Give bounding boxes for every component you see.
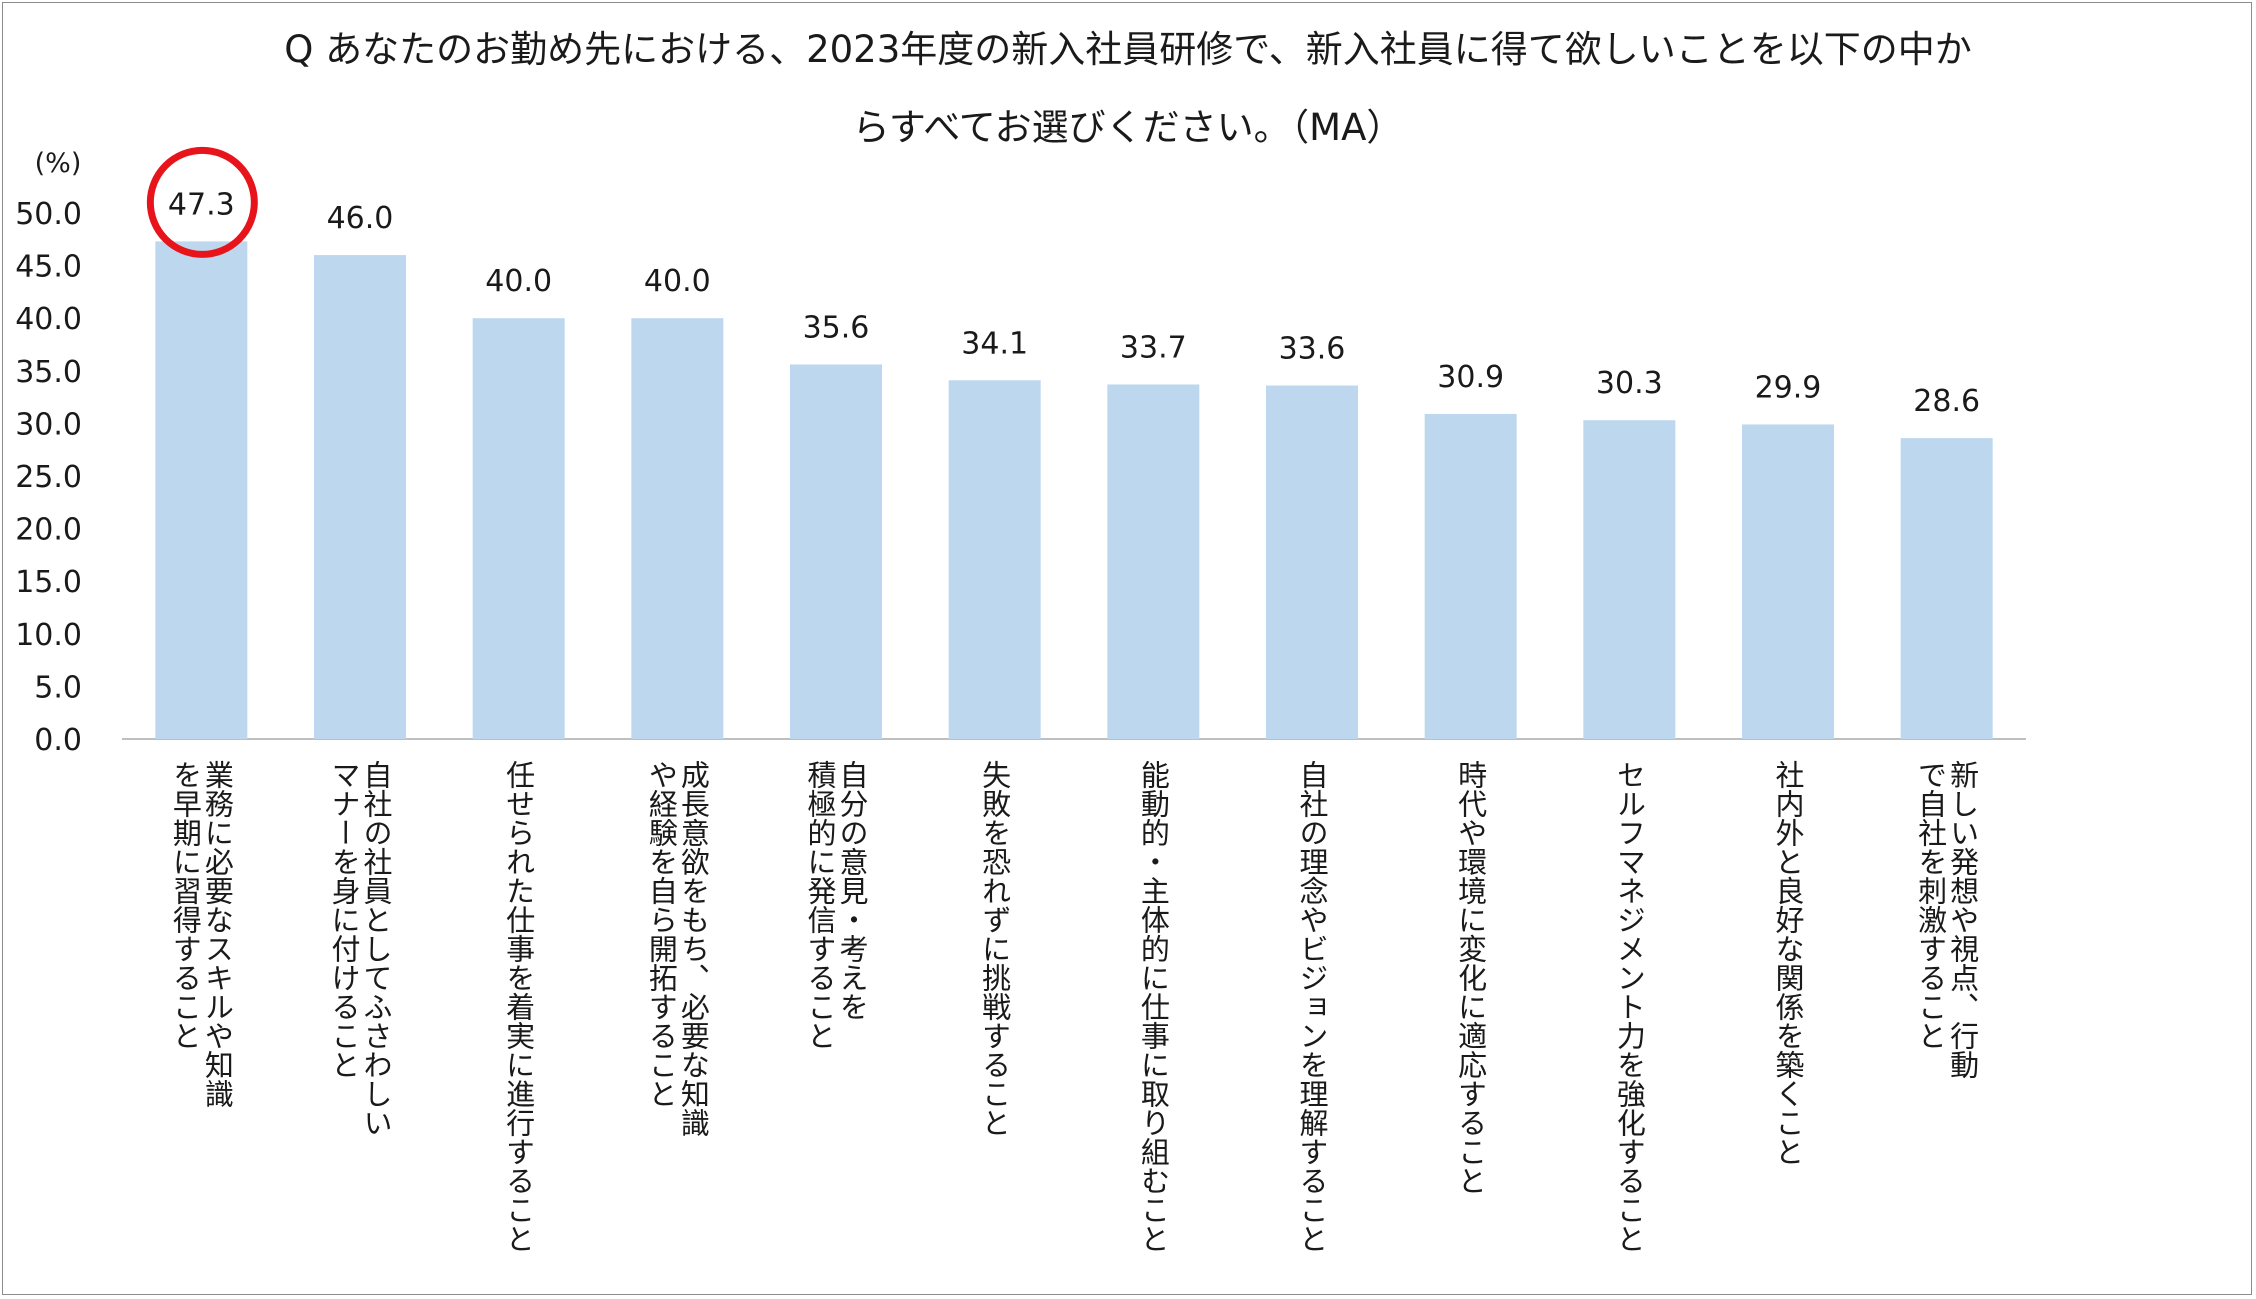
bar bbox=[948, 380, 1041, 739]
category-label: マナーを身に付けること bbox=[327, 760, 361, 1079]
category-label: 積極的に発信すること bbox=[803, 760, 837, 1050]
bar bbox=[1424, 413, 1517, 739]
bar bbox=[1266, 385, 1358, 739]
data-label: 33.7 bbox=[1120, 330, 1187, 365]
data-label: 34.1 bbox=[961, 326, 1028, 361]
y-tick-label: 40.0 bbox=[15, 302, 82, 337]
data-label: 40.0 bbox=[485, 264, 552, 299]
bar bbox=[1900, 438, 1993, 739]
data-label: 46.0 bbox=[327, 201, 394, 236]
category-label: 時代や環境に変化に適応すること bbox=[1454, 760, 1488, 1195]
category-label: 自社の理念やビジョンを理解すること bbox=[1295, 760, 1329, 1253]
bar bbox=[314, 255, 406, 739]
bar bbox=[155, 241, 248, 740]
category-label: 業務に必要なスキルや知識 bbox=[200, 760, 234, 1108]
bar bbox=[790, 364, 882, 739]
y-tick-label: 25.0 bbox=[15, 460, 82, 495]
category-label: セルフマネジメント力を強化すること bbox=[1612, 760, 1646, 1253]
category-label: 成長意欲をもち、必要な知識 bbox=[676, 760, 710, 1137]
category-label: 任せられた仕事を着実に進行すること bbox=[502, 760, 536, 1253]
y-axis-unit-label: (%) bbox=[35, 148, 82, 179]
highlight-circle bbox=[146, 146, 258, 258]
data-label: 29.9 bbox=[1755, 370, 1822, 405]
data-label: 30.3 bbox=[1596, 366, 1663, 401]
bar bbox=[1107, 384, 1200, 739]
category-label: を早期に習得すること bbox=[168, 760, 202, 1050]
data-label: 47.3 bbox=[168, 187, 235, 222]
y-tick-label: 30.0 bbox=[15, 407, 82, 442]
category-label: で自社を刺激すること bbox=[1914, 760, 1948, 1050]
category-label: 失敗を恐れずに挑戦すること bbox=[978, 760, 1012, 1137]
data-label: 33.6 bbox=[1279, 332, 1346, 367]
y-tick-label: 35.0 bbox=[15, 355, 82, 390]
category-label: や経験を自ら開拓すること bbox=[644, 760, 678, 1108]
category-label: 自分の意見・考えを bbox=[835, 760, 869, 1021]
y-tick-label: 15.0 bbox=[15, 565, 82, 600]
category-label: 自社の社員としてふさわしい bbox=[359, 760, 393, 1137]
bar bbox=[631, 318, 724, 739]
chart-title-line: らすべてお選びください。（MA） bbox=[853, 106, 1404, 149]
category-label: 新しい発想や視点、行動 bbox=[1946, 760, 1980, 1079]
bar bbox=[1742, 424, 1834, 739]
y-tick-label: 0.0 bbox=[34, 723, 82, 758]
category-label: 能動的・主体的に仕事に取り組むこと bbox=[1136, 760, 1170, 1253]
category-label: 社内外と良好な関係を築くこと bbox=[1771, 760, 1805, 1166]
chart-title-line: Q あなたのお勤め先における、2023年度の新入社員研修で、新入社員に得て欲しい… bbox=[284, 28, 1972, 71]
data-label: 30.9 bbox=[1437, 360, 1504, 395]
y-tick-label: 45.0 bbox=[15, 250, 82, 285]
bar bbox=[472, 318, 565, 739]
y-tick-label: 20.0 bbox=[15, 513, 82, 548]
data-label: 35.6 bbox=[803, 310, 870, 345]
bar bbox=[1583, 420, 1676, 739]
y-tick-label: 50.0 bbox=[15, 197, 82, 232]
y-tick-label: 10.0 bbox=[15, 618, 82, 653]
data-label: 40.0 bbox=[644, 264, 711, 299]
y-tick-label: 5.0 bbox=[34, 670, 82, 705]
data-label: 28.6 bbox=[1913, 384, 1980, 419]
